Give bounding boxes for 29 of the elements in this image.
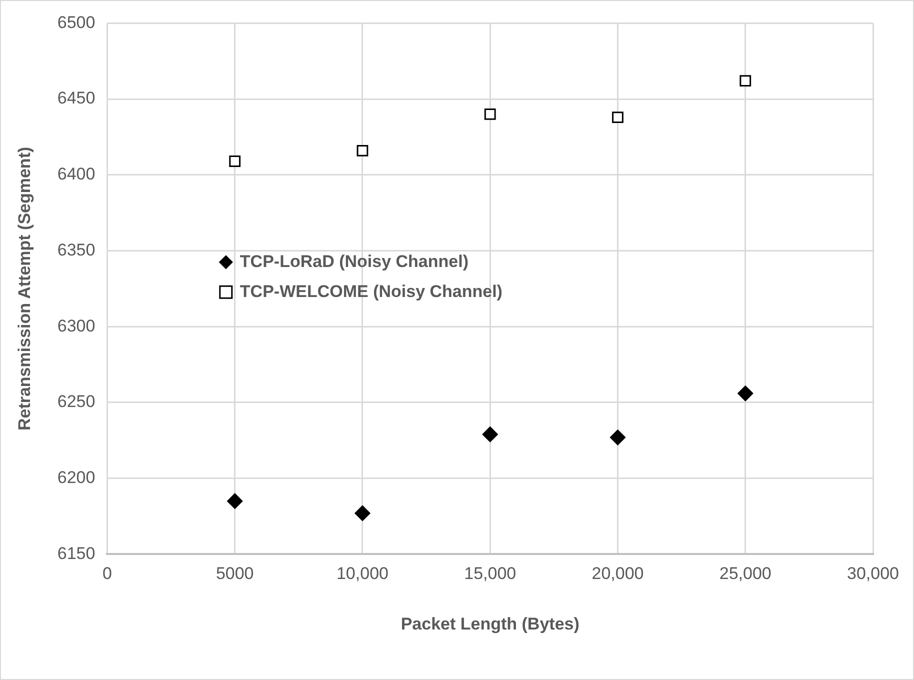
y-tick-label: 6300	[57, 316, 96, 336]
x-tick-label: 20,000	[592, 564, 644, 584]
point	[354, 505, 370, 521]
x-tick-label: 0	[102, 564, 112, 584]
x-tick-label: 30,000	[847, 564, 899, 584]
point	[229, 156, 241, 167]
y-tick-label: 6250	[57, 392, 96, 412]
x-tick-label: 5000	[216, 564, 254, 584]
x-tick-label: 25,000	[719, 564, 772, 584]
y-tick-label: 6400	[57, 164, 96, 184]
legend-label: TCP-WELCOME (Noisy Channel)	[240, 282, 502, 301]
legend-label: TCP-LoRaD (Noisy Channel)	[240, 252, 468, 271]
y-tick-label: 6500	[57, 12, 96, 32]
y-tick-label: 6150	[57, 544, 96, 563]
x-axis-title: Packet Length (Bytes)	[400, 614, 580, 634]
y-tick-label: 6200	[57, 468, 96, 488]
point	[610, 430, 626, 446]
point	[484, 108, 496, 120]
point	[356, 144, 368, 156]
point	[227, 493, 243, 509]
point	[482, 426, 498, 442]
point	[612, 112, 624, 123]
x-tick-label: 15,000	[464, 564, 516, 584]
y-axis-title: Retransmission Attempt (Segment)	[14, 146, 34, 431]
point	[740, 75, 752, 87]
point	[738, 386, 754, 402]
y-tick-label: 6450	[57, 88, 96, 108]
y-tick-label: 6350	[57, 240, 96, 260]
x-tick-label: 10,000	[336, 564, 388, 584]
